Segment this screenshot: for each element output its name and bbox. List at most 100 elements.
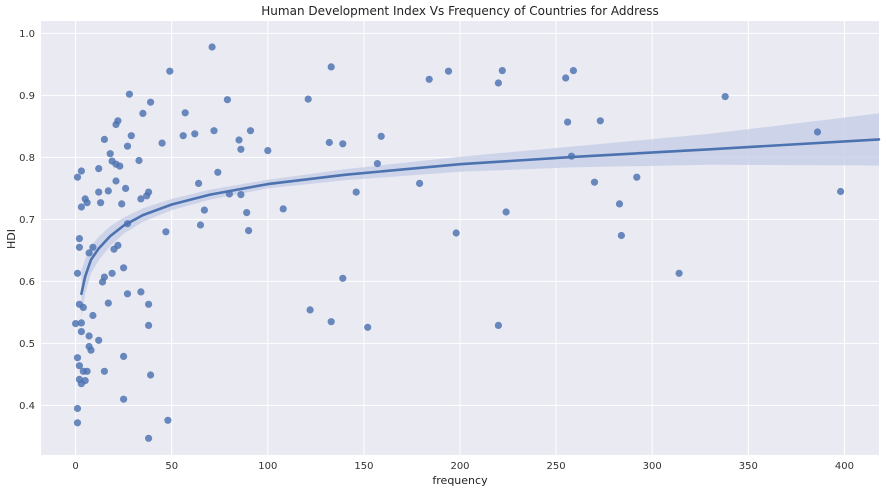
y-tick-label: 0.5 <box>19 339 35 350</box>
y-tick-label: 1.0 <box>19 29 35 40</box>
scatter-point <box>721 93 729 101</box>
scatter-point <box>147 98 155 106</box>
scatter-point <box>162 228 170 236</box>
scatter-point <box>327 63 335 71</box>
scatter-point <box>120 264 128 272</box>
scatter-point <box>425 75 433 83</box>
x-tick-label: 200 <box>450 461 469 472</box>
y-tick-labels: 0.4 0.5 0.6 0.7 0.8 0.9 1.0 <box>19 29 35 412</box>
scatter-point <box>100 273 108 281</box>
scatter-point <box>137 288 145 296</box>
scatter-point <box>590 178 599 186</box>
scatter-point <box>306 306 314 314</box>
scatter-point <box>214 168 222 176</box>
scatter-point <box>123 142 132 150</box>
scatter-point <box>89 243 97 251</box>
scatter-point <box>120 352 128 360</box>
scatter-point <box>444 67 453 75</box>
scatter-point <box>377 132 385 140</box>
x-tick-label: 350 <box>739 461 758 472</box>
scatter-point <box>235 136 243 144</box>
scatter-point <box>95 336 103 344</box>
scatter-point <box>339 274 347 282</box>
y-tick-label: 0.4 <box>19 401 35 412</box>
scatter-point <box>77 328 85 336</box>
scatter-point <box>237 191 245 199</box>
scatter-point <box>210 127 218 135</box>
scatter-point <box>200 206 208 214</box>
scatter-point <box>77 203 85 211</box>
fit-line <box>80 138 881 296</box>
y-axis-title: HDI <box>5 229 18 249</box>
scatter-point <box>83 367 91 375</box>
scatter-point <box>166 67 174 75</box>
scatter-point <box>279 205 287 213</box>
scatter-point <box>237 145 245 153</box>
y-tick-label: 0.8 <box>19 153 35 164</box>
scatter-point <box>158 139 166 147</box>
scatter-point <box>127 132 135 140</box>
scatter-point <box>145 188 153 196</box>
scatter-point <box>73 404 82 413</box>
scatter-point <box>114 117 122 125</box>
scatter-point <box>95 165 103 173</box>
scatter-point <box>72 320 80 328</box>
scatter-point <box>145 300 153 308</box>
scatter-point <box>223 96 231 104</box>
scatter-point <box>104 299 112 307</box>
scatter-point <box>164 416 172 424</box>
scatter-point <box>145 434 153 442</box>
y-tick-label: 0.7 <box>19 215 35 226</box>
scatter-point <box>77 167 85 175</box>
scatter-point <box>125 90 133 98</box>
scatter-point <box>100 135 108 143</box>
scatter-point <box>73 269 82 277</box>
x-tick-label: 150 <box>354 461 373 472</box>
scatter-point <box>494 79 502 87</box>
x-tick-label: 100 <box>258 461 277 472</box>
scatter-point <box>596 117 604 125</box>
scatter-point <box>83 199 91 207</box>
x-tick-label: 50 <box>165 461 178 472</box>
scatter-point <box>339 140 347 148</box>
scatter-point <box>73 173 82 181</box>
scatter-point <box>89 311 97 320</box>
chart-title: Human Development Index Vs Frequency of … <box>261 4 658 18</box>
x-tick-label: 250 <box>547 461 566 472</box>
scatter-point <box>352 188 360 196</box>
scatter-point <box>104 187 112 195</box>
scatter-point <box>147 371 155 379</box>
scatter-point <box>85 249 93 257</box>
scatter-point <box>135 156 143 165</box>
scatter-point <box>120 395 128 403</box>
scatter-point <box>364 323 372 331</box>
scatter-point <box>564 118 572 126</box>
scatter-point <box>246 127 255 135</box>
scatter-point <box>675 269 683 277</box>
scatter-point <box>106 150 114 158</box>
scatter-point <box>633 173 641 181</box>
scatter-point <box>617 231 626 240</box>
scatter-point <box>97 199 105 207</box>
scatter-point <box>145 321 153 329</box>
scatter-point <box>569 67 578 75</box>
scatter-point <box>85 332 93 340</box>
confidence-band <box>81 113 879 318</box>
scatter-point <box>95 188 103 196</box>
scatter-point <box>494 321 502 329</box>
scatter-point <box>325 138 333 147</box>
scatter-point <box>373 160 381 168</box>
scatter-point <box>100 367 108 375</box>
scatter-point <box>123 290 132 298</box>
scatter-point <box>243 209 251 217</box>
scatter-point <box>137 195 145 203</box>
scatter-point <box>108 269 116 277</box>
scatter-point <box>73 354 82 362</box>
scatter-point <box>208 43 216 51</box>
y-tick-label: 0.9 <box>19 91 35 102</box>
x-tick-label: 400 <box>835 461 854 472</box>
scatter-point <box>502 208 510 216</box>
scatter-point <box>75 362 83 370</box>
scatter-point <box>179 132 187 140</box>
scatter-point <box>196 221 205 229</box>
